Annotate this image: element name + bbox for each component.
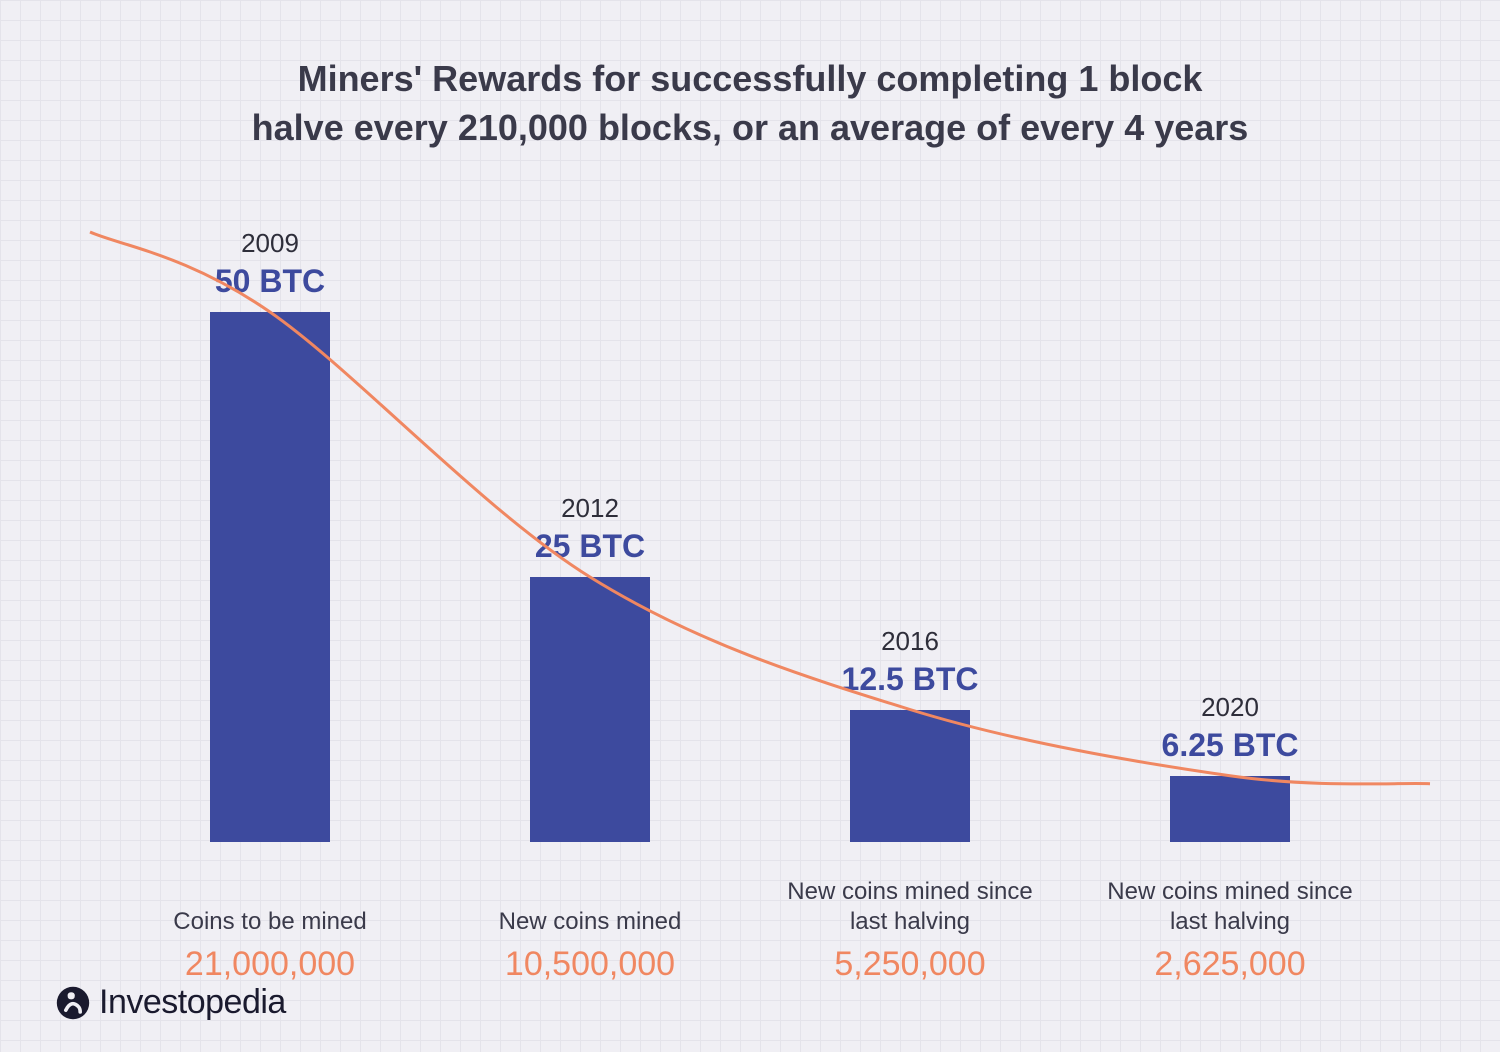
bar-rect bbox=[530, 577, 650, 842]
lower-label: New coins mined since last halving bbox=[1089, 877, 1371, 937]
bar-year: 2016 bbox=[881, 626, 939, 657]
title-line-2: halve every 210,000 blocks, or an averag… bbox=[252, 107, 1249, 148]
chart-container: Miners' Rewards for successfully complet… bbox=[0, 0, 1500, 1052]
chart-title: Miners' Rewards for successfully complet… bbox=[60, 55, 1440, 152]
lower-row: Coins to be mined 21,000,000 New coins min… bbox=[60, 877, 1440, 984]
lower-label: Coins to be mined bbox=[129, 877, 411, 937]
lower-group-0: Coins to be mined 21,000,000 bbox=[129, 877, 411, 984]
bar-btc-label: 12.5 BTC bbox=[842, 661, 979, 698]
bar-group-2012: 2012 25 BTC bbox=[449, 493, 731, 842]
lower-value: 21,000,000 bbox=[129, 945, 411, 984]
chart-area: 2009 50 BTC 2012 25 BTC 2016 12.5 BTC 2020 6.25… bbox=[60, 182, 1440, 842]
bar-btc-label: 25 BTC bbox=[535, 528, 645, 565]
bar-rect bbox=[850, 710, 970, 843]
bar-group-2016: 2016 12.5 BTC bbox=[769, 626, 1051, 843]
lower-group-2: New coins mined since last halving 5,250,… bbox=[769, 877, 1051, 984]
bar-year: 2012 bbox=[561, 493, 619, 524]
lower-label: New coins mined bbox=[449, 877, 731, 937]
lower-group-3: New coins mined since last halving 2,625,… bbox=[1089, 877, 1371, 984]
lower-group-1: New coins mined 10,500,000 bbox=[449, 877, 731, 984]
bar-group-2020: 2020 6.25 BTC bbox=[1089, 692, 1371, 842]
title-line-1: Miners' Rewards for successfully complet… bbox=[298, 58, 1203, 99]
lower-value: 2,625,000 bbox=[1089, 945, 1371, 984]
lower-value: 10,500,000 bbox=[449, 945, 731, 984]
bar-btc-label: 6.25 BTC bbox=[1162, 727, 1299, 764]
bar-group-2009: 2009 50 BTC bbox=[129, 228, 411, 842]
bar-rect bbox=[1170, 776, 1290, 842]
bar-year: 2009 bbox=[241, 228, 299, 259]
logo-text: Investopedia bbox=[99, 983, 286, 1022]
lower-label: New coins mined since last halving bbox=[769, 877, 1051, 937]
bar-year: 2020 bbox=[1201, 692, 1259, 723]
lower-value: 5,250,000 bbox=[769, 945, 1051, 984]
bar-btc-label: 50 BTC bbox=[215, 263, 325, 300]
bar-rect bbox=[210, 312, 330, 842]
bars-row: 2009 50 BTC 2012 25 BTC 2016 12.5 BTC 2020 6.25… bbox=[60, 182, 1440, 842]
brand-logo: Investopedia bbox=[55, 983, 286, 1022]
logo-icon bbox=[55, 985, 91, 1021]
